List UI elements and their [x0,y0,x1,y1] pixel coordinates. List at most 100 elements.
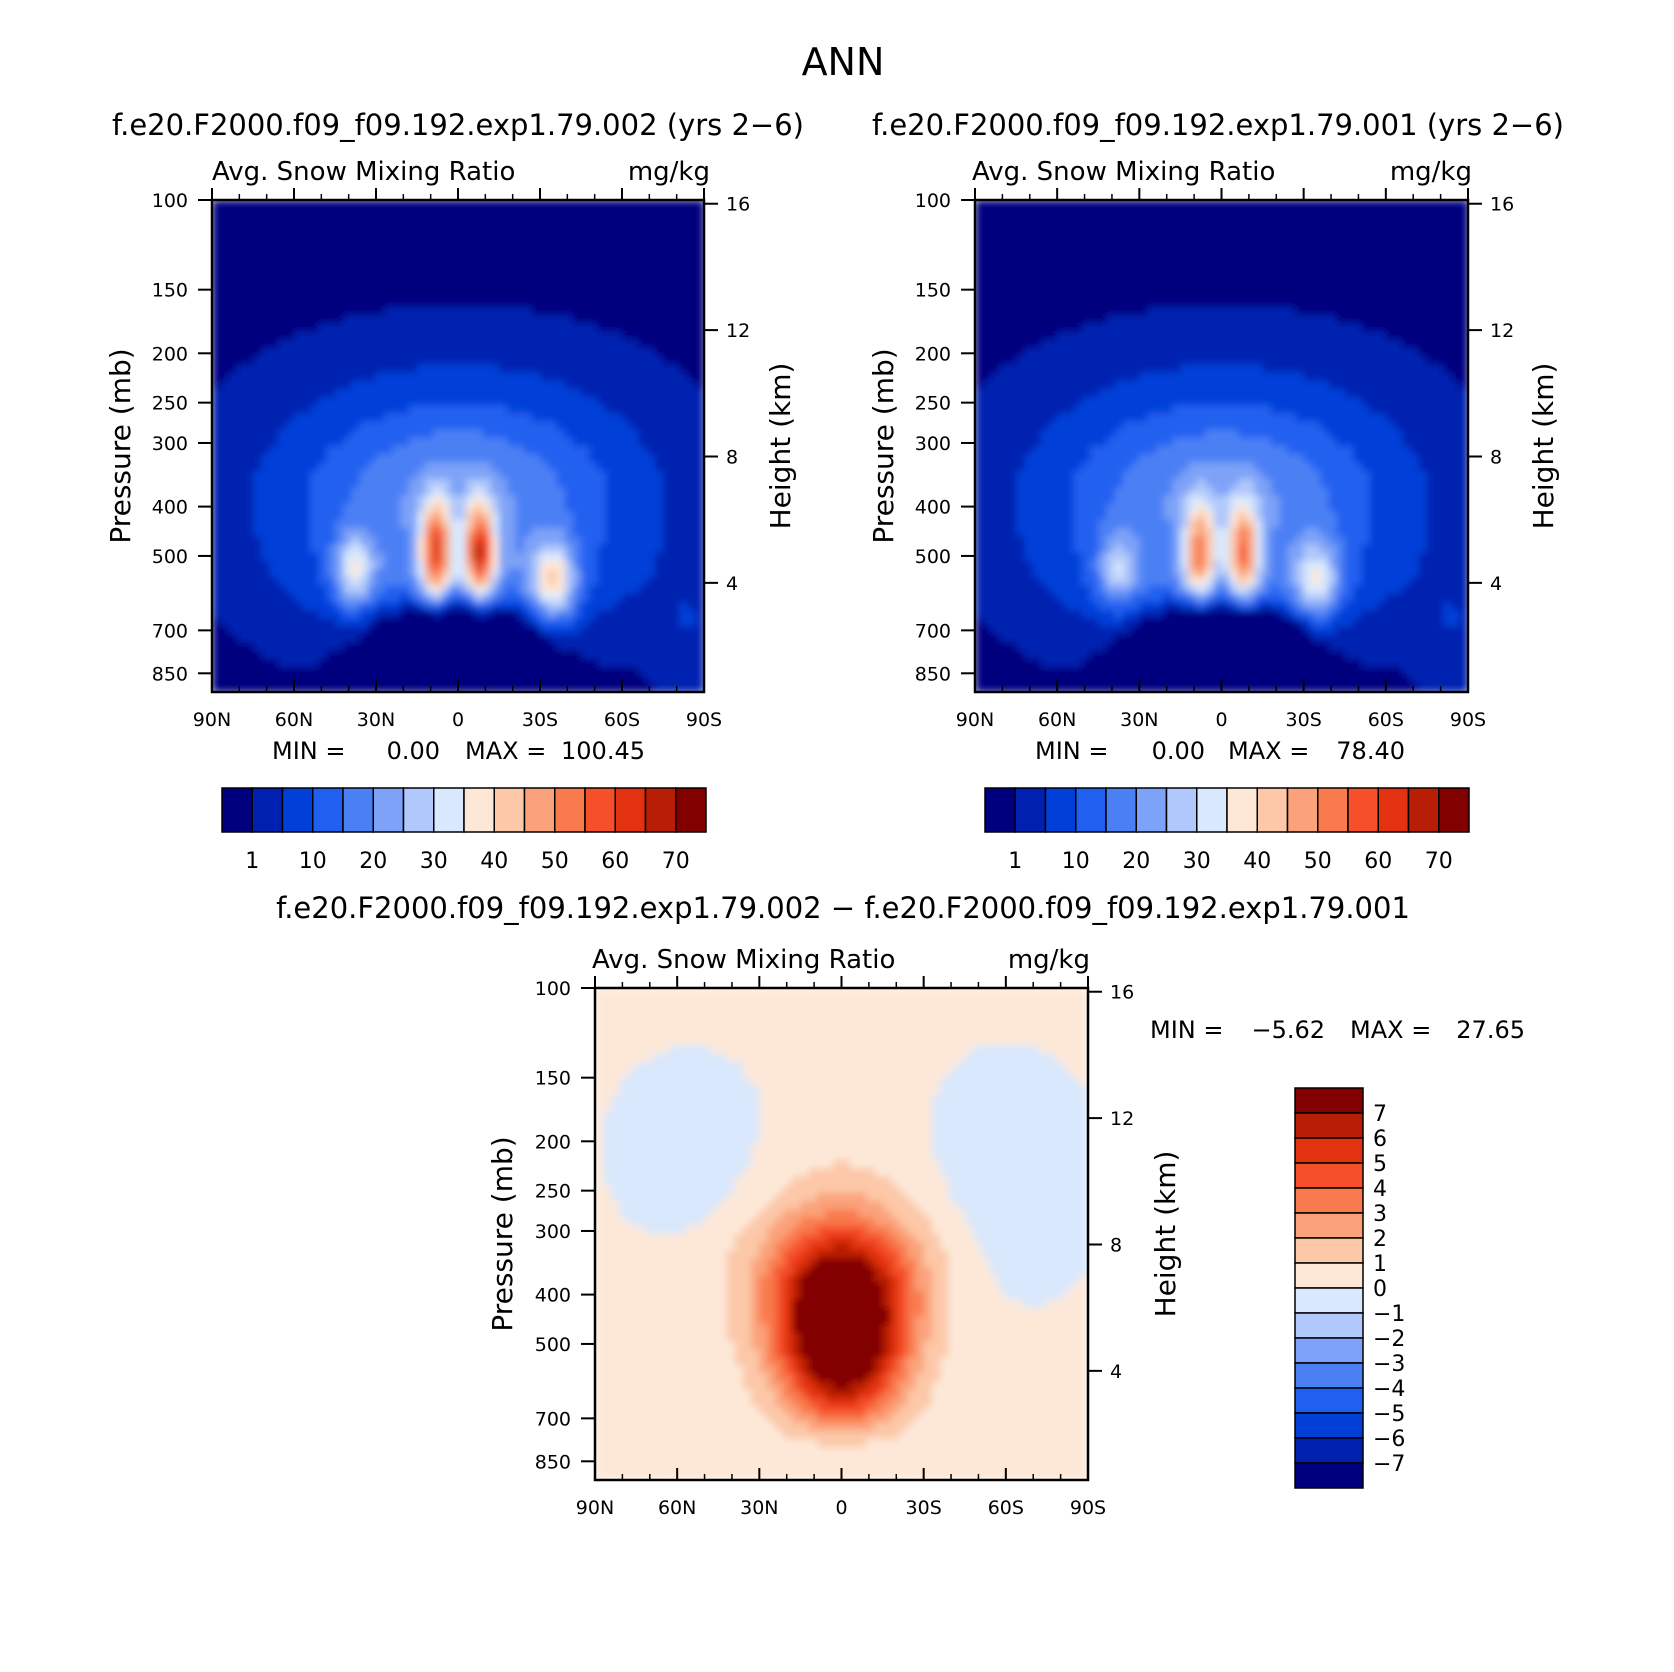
field-cell [654,405,664,414]
field-cell [310,569,320,578]
field-cell [220,306,229,316]
field-cell [975,249,984,258]
field-cell [490,372,500,381]
field-cell [1090,314,1099,324]
field-cell [417,347,426,357]
field-cell [523,446,533,455]
field-cell [466,241,475,250]
field-cell [449,200,459,209]
field-cell [507,552,516,562]
field-cell [507,511,516,521]
field-cell [654,560,664,570]
field-cell [1344,232,1354,242]
field-cell [1007,241,1017,250]
field-cell [1114,273,1124,283]
field-cell [999,347,1009,357]
field-cell [335,601,344,611]
field-cell [1361,200,1370,209]
field-cell [589,511,598,521]
field-cell [646,421,656,431]
field-cell [1287,355,1297,365]
field-cell [556,429,566,439]
field-cell [531,536,541,545]
field-cell [1163,298,1173,308]
field-cell [646,667,656,677]
field-cell [630,355,639,365]
field-cell [556,626,566,636]
field-cell [294,273,303,283]
field-cell [392,593,402,603]
field-cell [679,478,689,488]
field-cell [499,667,508,677]
field-cell [638,380,648,390]
field-cell [1147,323,1157,332]
field-cell [474,503,484,513]
field-cell [1328,257,1338,267]
field-cell [1122,200,1132,209]
field-cell [1205,339,1214,349]
field-cell [261,298,270,308]
field-cell [359,396,369,406]
field-cell [1352,364,1362,373]
field-cell [679,462,689,472]
field-cell [482,536,492,545]
field-cell [343,601,352,611]
field-cell [228,413,238,422]
field-cell [1048,306,1058,316]
field-cell [1426,224,1436,234]
field-cell [564,372,574,381]
field-cell [482,265,492,275]
field-cell [343,577,352,586]
field-cell [638,257,648,267]
field-cell [540,429,549,439]
field-cell [646,478,656,488]
field-cell [212,232,221,242]
field-cell [556,331,566,340]
field-cell [1040,249,1050,258]
field-cell [548,454,557,463]
field-cell [613,290,623,299]
field-cell [654,642,664,652]
field-cell [540,413,549,422]
field-cell [1057,355,1066,365]
field-cell [1279,216,1288,226]
field-cell [335,552,344,562]
field-cell [367,454,377,463]
field-cell [983,314,993,324]
field-cell [269,683,279,692]
field-cell [1402,265,1412,275]
field-cell [1287,257,1297,267]
field-cell [548,314,557,324]
field-cell [269,519,279,529]
field-cell [474,380,484,390]
field-cell [490,396,500,406]
field-cell [326,528,336,537]
field-cell [1196,339,1206,349]
field-cell [302,634,311,644]
field-cell [1106,200,1116,209]
field-cell [1352,273,1362,283]
field-cell [1369,298,1379,308]
field-cell [605,364,615,373]
field-cell [285,249,295,258]
field-cell [400,257,410,267]
field-cell [318,536,328,545]
field-cell [441,569,451,578]
field-cell [1139,314,1149,324]
field-cell [638,200,648,209]
field-cell [605,265,615,275]
field-cell [622,560,631,570]
field-cell [1098,265,1108,275]
field-cell [359,355,369,365]
field-cell [991,331,1001,340]
field-cell [441,429,451,439]
field-cell [638,282,648,291]
field-cell [277,339,287,349]
field-cell [261,331,270,340]
field-cell [367,618,377,627]
field-cell [433,396,443,406]
field-cell [999,372,1009,381]
field-cell [548,544,557,554]
field-cell [367,577,377,586]
field-cell [285,282,295,291]
